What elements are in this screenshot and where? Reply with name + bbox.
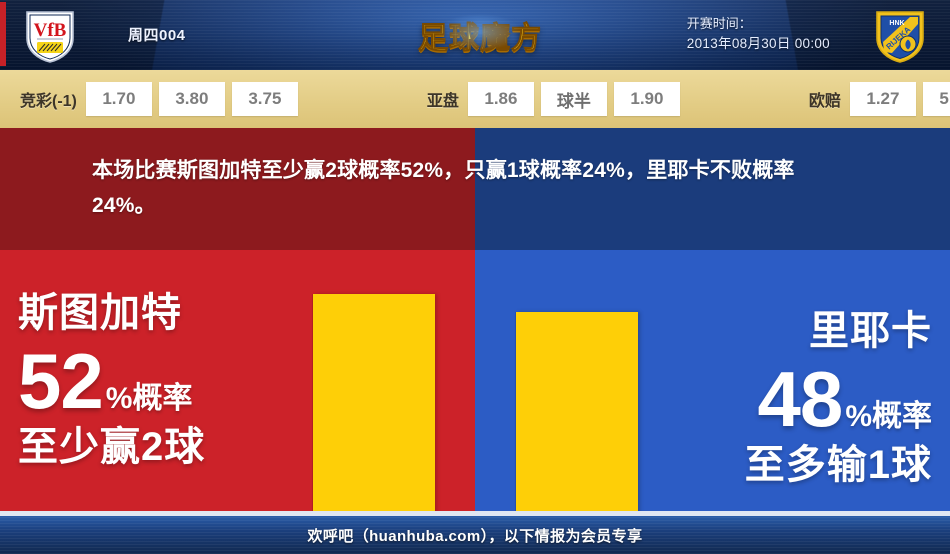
hnk-rijeka-crest-icon: HNK RIJEKA	[876, 11, 924, 63]
odds-cell-asian-handicap[interactable]: 球半	[540, 82, 607, 116]
home-probability-suffix: %概率	[105, 382, 193, 415]
away-probability-row: 48 %概率	[652, 360, 932, 438]
kickoff-label: 开赛时间：	[686, 16, 752, 31]
home-probability-row: 52 %概率	[18, 342, 298, 420]
odds-cell-asian-away[interactable]: 1.90	[613, 82, 680, 116]
home-summary: 斯图加特 52 %概率 至少赢2球	[18, 288, 298, 472]
headline-band-left	[0, 128, 475, 250]
odds-bar: 竞彩(-1) 1.70 3.80 3.75 亚盘 1.86 球半 1.90 欧赔…	[0, 70, 950, 128]
odds-group-jingcai: 竞彩(-1) 1.70 3.80 3.75	[20, 82, 305, 116]
kickoff-info: 开赛时间： 2013年08月30日 00:00	[687, 14, 830, 54]
odds-label-european: 欧赔	[808, 93, 841, 110]
away-probability-value: 48	[757, 355, 844, 443]
probability-bar-home	[313, 294, 435, 516]
site-logo[interactable]: 足球魔方	[404, 4, 556, 60]
probability-bar-away	[516, 312, 638, 516]
header-bar: VfB HNK RIJEKA 周四004 足球魔方	[0, 0, 950, 70]
headline-text: 本场比赛斯图加特至少赢2球概率52%，只赢1球概率24%，里耶卡不败概率24%。	[92, 159, 795, 217]
home-team-name: 斯图加特	[18, 291, 182, 335]
footer-stripe-texture	[0, 516, 950, 554]
odds-cell-jingcai-home[interactable]: 1.70	[85, 82, 152, 116]
away-team-name: 里耶卡	[809, 309, 932, 353]
away-summary: 里耶卡 48 %概率 至多输1球	[652, 306, 932, 490]
vfb-stuttgart-crest-icon: VfB	[26, 11, 74, 63]
away-outcome-label: 至多输1球	[744, 443, 932, 487]
footer-text: 欢呼吧（huanhuba.com），以下情报为会员专享	[307, 527, 643, 545]
away-probability-suffix: %概率	[845, 400, 932, 433]
odds-cell-european-draw[interactable]: 5.07	[922, 82, 950, 116]
headline-band-right	[475, 128, 950, 250]
footer-bar: 欢呼吧（huanhuba.com），以下情报为会员专享	[0, 516, 950, 554]
svg-text:HNK: HNK	[889, 20, 904, 27]
body-bottom-seam	[0, 511, 950, 516]
home-probability-value: 52	[18, 337, 104, 425]
site-logo-text: 足球魔方	[418, 22, 542, 56]
odds-cell-jingcai-away[interactable]: 3.75	[231, 82, 298, 116]
home-outcome-label: 至少赢2球	[18, 425, 206, 469]
probability-panel: 本场比赛斯图加特至少赢2球概率52%，只赢1球概率24%，里耶卡不败概率24%。…	[0, 128, 950, 516]
odds-group-european: 欧赔 1.27 5.07 9.44	[809, 82, 950, 116]
odds-group-asian: 亚盘 1.86 球半 1.90	[427, 82, 687, 116]
odds-cell-asian-home[interactable]: 1.86	[467, 82, 534, 116]
odds-label-jingcai: 竞彩(-1)	[20, 93, 77, 110]
odds-cell-european-home[interactable]: 1.27	[849, 82, 916, 116]
header-red-accent	[0, 2, 6, 66]
odds-label-asian: 亚盘	[426, 93, 459, 110]
odds-cell-jingcai-draw[interactable]: 3.80	[158, 82, 225, 116]
match-number: 周四004	[128, 27, 186, 44]
svg-text:VfB: VfB	[34, 20, 67, 41]
kickoff-value: 2013年08月30日 00:00	[686, 36, 830, 51]
